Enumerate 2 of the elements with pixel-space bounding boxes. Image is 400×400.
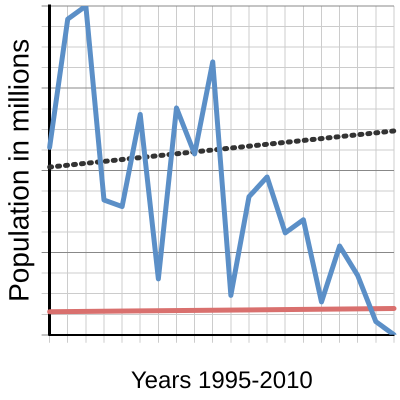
x-axis-title: Years 1995-2010 [130,367,313,394]
y-axis-title: Population in millions [4,38,35,302]
